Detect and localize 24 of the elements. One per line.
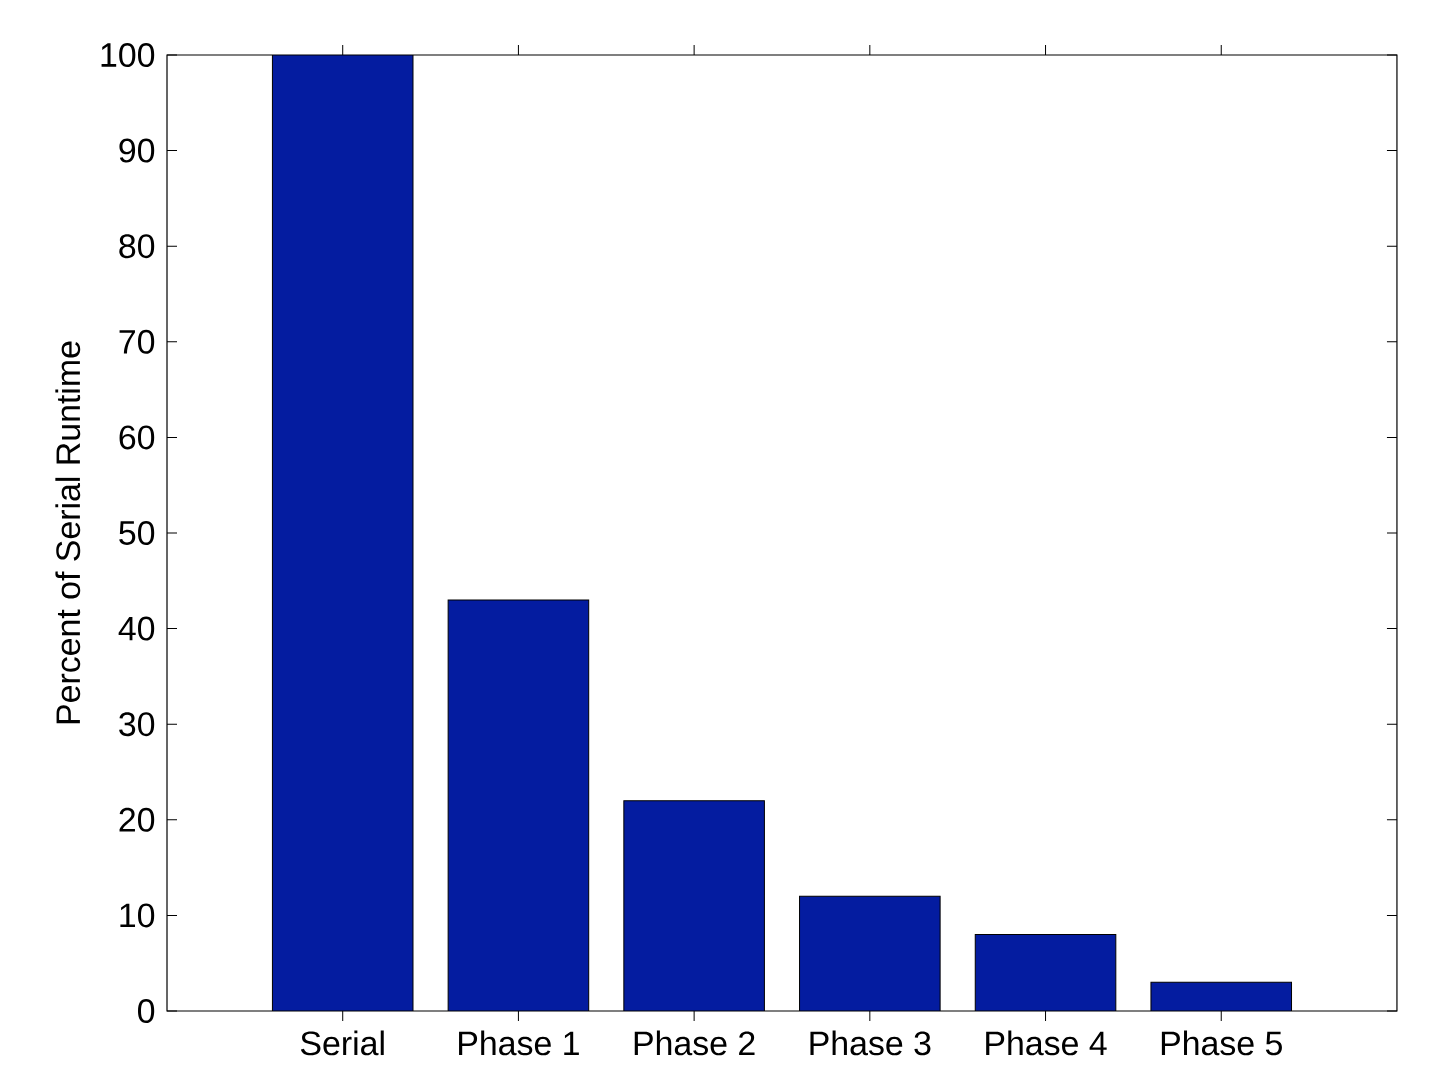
x-tick-label: Serial xyxy=(300,1030,384,1056)
x-tick-label: Phase 3 xyxy=(810,1030,931,1056)
y-tick-label: 0 xyxy=(138,999,155,1023)
bar xyxy=(623,800,765,1011)
y-tick-label: 100 xyxy=(101,42,155,67)
y-tick-label: 30 xyxy=(119,712,155,737)
x-tick-label: Phase 1 xyxy=(459,1030,579,1056)
bar xyxy=(1150,981,1293,1011)
bar xyxy=(799,896,941,1011)
y-tick-label: 50 xyxy=(119,520,155,545)
y-tick-label: 60 xyxy=(119,425,155,450)
x-tick-label: Phase 2 xyxy=(634,1030,755,1056)
x-tick-label: Phase 5 xyxy=(1161,1030,1282,1056)
y-tick-label: 10 xyxy=(120,903,155,928)
y-tick-label: 80 xyxy=(119,234,155,259)
bar xyxy=(272,54,413,1011)
y-tick-label: 90 xyxy=(119,138,155,163)
y-tick-label: 40 xyxy=(118,616,155,641)
bar xyxy=(975,934,1116,1011)
bar xyxy=(448,599,589,1011)
y-tick-label: 20 xyxy=(119,807,155,832)
y-axis-title: Percent of Serial Runtime xyxy=(55,341,81,724)
x-tick-label: Phase 4 xyxy=(986,1030,1107,1056)
y-tick-label: 70 xyxy=(119,329,155,354)
